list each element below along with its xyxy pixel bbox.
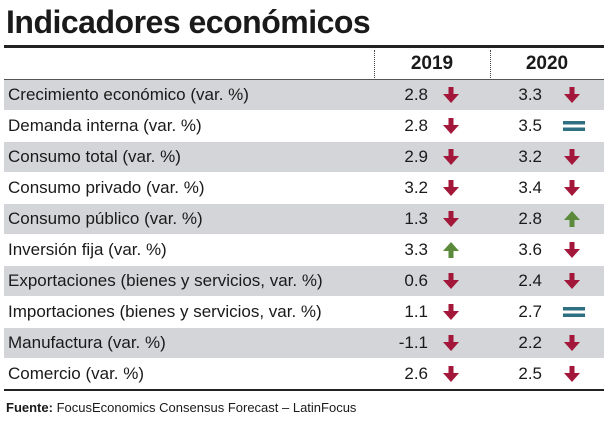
indicator-label: Comercio (var. %)	[8, 364, 145, 383]
indicator-label: Manufactura (var. %)	[8, 333, 166, 352]
arrow-down-icon	[563, 148, 581, 166]
indicator-label: Consumo privado (var. %)	[8, 178, 205, 197]
table-row: Consumo total (var. %) 2.9 3.2	[4, 141, 604, 172]
value-2019: 1.1	[404, 302, 428, 321]
equal-icon	[563, 117, 585, 135]
arrow-down-icon	[563, 365, 581, 383]
arrow-up-icon	[442, 241, 460, 259]
arrow-down-icon	[442, 210, 460, 228]
source-note: Fuente: FocusEconomics Consensus Forecas…	[6, 400, 356, 415]
value-2019: 2.8	[404, 85, 428, 104]
source-text: FocusEconomics Consensus Forecast – Lati…	[56, 400, 357, 415]
arrow-down-icon	[442, 334, 460, 352]
indicator-label: Inversión fija (var. %)	[8, 240, 167, 259]
year-2020-header: 2020	[525, 53, 569, 74]
value-2020: 2.2	[518, 333, 542, 352]
table-row: Consumo público (var. %) 1.3 2.8	[4, 203, 604, 234]
indicator-label: Consumo total (var. %)	[8, 147, 181, 166]
top-rule	[4, 45, 604, 48]
year-2019-header: 2019	[410, 53, 454, 74]
equal-icon	[563, 303, 585, 321]
arrow-down-icon	[442, 179, 460, 197]
page-title: Indicadores económicos	[6, 4, 371, 40]
table-row: Manufactura (var. %) -1.1 2.2	[4, 327, 604, 358]
indicator-label: Exportaciones (bienes y servicios, var. …	[8, 271, 323, 290]
value-2020: 3.3	[518, 85, 542, 104]
arrow-down-icon	[442, 86, 460, 104]
table-header: 2019 2020	[4, 50, 604, 78]
value-2020: 3.5	[518, 116, 542, 135]
arrow-down-icon	[442, 365, 460, 383]
value-2020: 2.8	[518, 209, 542, 228]
arrow-up-icon	[563, 210, 581, 228]
table-row: Exportaciones (bienes y servicios, var. …	[4, 265, 604, 296]
arrow-down-icon	[563, 86, 581, 104]
indicator-label: Crecimiento económico (var. %)	[8, 85, 249, 104]
arrow-down-icon	[442, 117, 460, 135]
value-2019: 3.2	[404, 178, 428, 197]
arrow-down-icon	[563, 334, 581, 352]
value-2019: 2.6	[404, 364, 428, 383]
value-2019: 2.8	[404, 116, 428, 135]
source-label: Fuente:	[6, 400, 53, 415]
value-2019: 1.3	[404, 209, 428, 228]
table-row: Importaciones (bienes y servicios, var. …	[4, 296, 604, 327]
table-row: Consumo privado (var. %) 3.2 3.4	[4, 172, 604, 203]
indicator-label: Importaciones (bienes y servicios, var. …	[8, 302, 322, 321]
arrow-down-icon	[442, 272, 460, 290]
indicators-table: Crecimiento económico (var. %) 2.8 3.3 Dema…	[4, 80, 604, 389]
indicator-label: Demanda interna (var. %)	[8, 116, 202, 135]
indicator-label: Consumo público (var. %)	[8, 209, 203, 228]
arrow-down-icon	[563, 272, 581, 290]
value-2019: 2.9	[404, 147, 428, 166]
value-2019: 0.6	[404, 271, 428, 290]
value-2020: 2.5	[518, 364, 542, 383]
bottom-rule	[4, 389, 604, 391]
arrow-down-icon	[442, 303, 460, 321]
column-divider	[490, 50, 491, 78]
value-2020: 3.4	[518, 178, 542, 197]
table-row: Inversión fija (var. %) 3.3 3.6	[4, 234, 604, 265]
arrow-down-icon	[563, 179, 581, 197]
header-rule	[4, 79, 604, 80]
table-row: Comercio (var. %) 2.6 2.5	[4, 358, 604, 389]
value-2019: -1.1	[398, 333, 428, 352]
table-row: Demanda interna (var. %) 2.8 3.5	[4, 110, 604, 141]
value-2020: 2.7	[518, 302, 542, 321]
column-divider	[374, 50, 375, 78]
value-2020: 2.4	[518, 271, 542, 290]
value-2020: 3.2	[518, 147, 542, 166]
value-2020: 3.6	[518, 240, 542, 259]
value-2019: 3.3	[404, 240, 428, 259]
arrow-down-icon	[563, 241, 581, 259]
table-row: Crecimiento económico (var. %) 2.8 3.3	[4, 80, 604, 110]
arrow-down-icon	[442, 148, 460, 166]
